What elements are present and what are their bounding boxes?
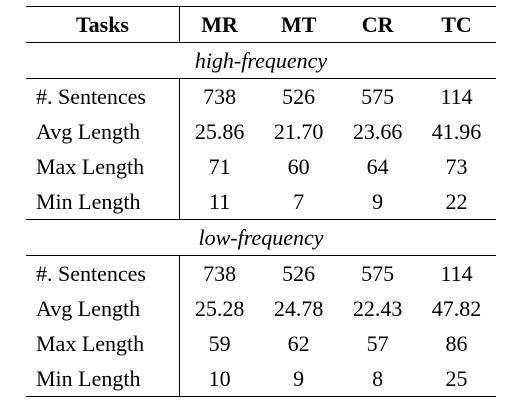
table-row: Avg Length 25.86 21.70 23.66 41.96 — [26, 114, 496, 149]
table-row: #. Sentences 738 526 575 114 — [26, 78, 496, 114]
table-cell: 59 — [208, 331, 231, 356]
table-cell: 575 — [361, 261, 395, 286]
table-row: Max Length 59 62 57 86 — [26, 326, 496, 361]
header-cr: CR — [338, 6, 418, 43]
table-cell: 9 — [372, 189, 384, 214]
table-cell: 9 — [259, 361, 339, 397]
row-label: Min Length — [26, 184, 180, 220]
table-cell: 22.43 — [352, 296, 403, 321]
table-cell: 11 — [209, 189, 231, 214]
table-cell: 738 — [203, 261, 237, 286]
table-cell: 24.78 — [273, 296, 324, 321]
table-cell: 114 — [440, 261, 473, 286]
table-row: Avg Length 25.28 24.78 22.43 47.82 — [26, 291, 496, 326]
table-cell: 64 — [366, 154, 389, 179]
table-cell: 114 — [440, 84, 473, 109]
table-cell: 86 — [445, 331, 468, 356]
table-row: Max Length 71 60 64 73 — [26, 149, 496, 184]
row-label: Min Length — [26, 361, 180, 397]
row-label: Avg Length — [26, 114, 180, 149]
table-cell: 71 — [208, 154, 231, 179]
header-row: Tasks MR MT CR TC — [26, 6, 496, 43]
table-cell: 526 — [282, 84, 316, 109]
section-header-high-frequency: high-frequency — [26, 42, 496, 79]
table-cell: 22 — [445, 189, 468, 214]
table-cell: 575 — [361, 84, 395, 109]
table-cell: 41.96 — [431, 119, 482, 144]
table-cell: 7 — [293, 189, 305, 214]
section-title: low-frequency — [26, 219, 496, 256]
table-cell: 57 — [366, 331, 389, 356]
row-label: #. Sentences — [26, 255, 180, 291]
table-row: #. Sentences 738 526 575 114 — [26, 255, 496, 291]
table-cell: 60 — [287, 154, 310, 179]
table-cell: 25 — [417, 361, 496, 397]
section-header-low-frequency: low-frequency — [26, 219, 496, 256]
row-label: Max Length — [26, 149, 180, 184]
statistics-table: Tasks MR MT CR TC high-frequency #. Sent… — [26, 6, 496, 397]
table-cell: 73 — [445, 154, 468, 179]
table-cell: 10 — [179, 361, 260, 397]
table-cell: 23.66 — [352, 119, 403, 144]
table-cell: 47.82 — [431, 296, 482, 321]
table-cell: 62 — [287, 331, 310, 356]
table-cell: 526 — [282, 261, 316, 286]
table-row: Min Length 11 7 9 22 — [26, 184, 496, 220]
section-title: high-frequency — [26, 42, 496, 79]
table-cell: 25.86 — [194, 119, 245, 144]
header-tc: TC — [417, 6, 496, 43]
header-mr: MR — [179, 6, 260, 43]
table-cell: 21.70 — [273, 119, 324, 144]
table-cell: 738 — [203, 84, 237, 109]
table-row: Min Length 10 9 8 25 — [26, 361, 496, 397]
row-label: Max Length — [26, 326, 180, 361]
row-label: Avg Length — [26, 291, 180, 326]
row-label: #. Sentences — [26, 78, 180, 114]
header-tasks: Tasks — [26, 6, 180, 43]
table-cell: 25.28 — [194, 296, 245, 321]
table-cell: 8 — [338, 361, 418, 397]
header-mt: MT — [259, 6, 339, 43]
